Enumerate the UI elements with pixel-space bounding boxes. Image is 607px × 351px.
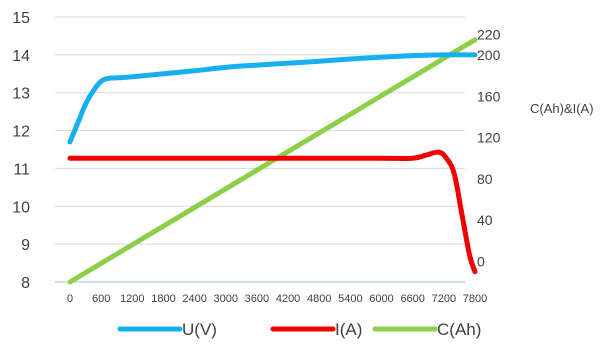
left-tick-label: 15 [12,10,30,27]
right-axis-title: C(Ah)&I(A) [530,101,594,116]
left-tick-label: 9 [21,237,30,254]
x-tick-label: 600 [92,293,110,305]
right-tick-label: 160 [477,88,501,104]
right-tick-label: 80 [477,171,493,187]
right-tick-label: 0 [477,253,485,269]
series-line-u-v [67,52,478,145]
series-line-c-ah [67,37,478,285]
x-axis-ticks: 0 600 1200 1800 2400 3000 3600 4200 4800 5400 6000… [67,293,487,305]
x-tick-label: 6600 [400,293,424,305]
x-tick-label: 7800 [463,293,487,305]
right-axis-ticks: 0 40 80 120 160 200 220 [477,27,501,270]
series-lines [67,37,478,285]
series-line-i-a [67,149,478,275]
right-tick-label: 40 [477,212,493,228]
right-tick-label: 220 [477,27,501,43]
legend-label: C(Ah) [437,320,481,339]
right-tick-label: 120 [477,130,501,146]
x-tick-label: 7200 [432,293,456,305]
left-tick-label: 10 [12,199,30,216]
x-tick-label: 3000 [214,293,238,305]
x-tick-label: 4200 [276,293,300,305]
left-tick-label: 14 [12,48,30,65]
left-tick-label: 13 [12,86,30,103]
legend: U(V) I(A) C(Ah) [117,320,481,339]
x-tick-label: 6000 [369,293,393,305]
x-tick-label: 4800 [307,293,331,305]
x-tick-label: 1800 [151,293,175,305]
grid-lines [55,16,465,283]
right-tick-label: 200 [477,47,501,63]
x-tick-label: 3600 [245,293,269,305]
left-axis-ticks: 8 9 10 11 12 13 14 15 [12,10,30,292]
legend-label: I(A) [335,320,362,339]
x-tick-label: 5400 [338,293,362,305]
x-tick-label: 0 [67,293,73,305]
left-tick-label: 8 [21,275,30,292]
left-tick-label: 12 [12,124,30,141]
left-tick-label: 11 [13,161,30,178]
x-tick-label: 2400 [182,293,206,305]
x-tick-label: 1200 [120,293,144,305]
legend-label: U(V) [182,320,217,339]
